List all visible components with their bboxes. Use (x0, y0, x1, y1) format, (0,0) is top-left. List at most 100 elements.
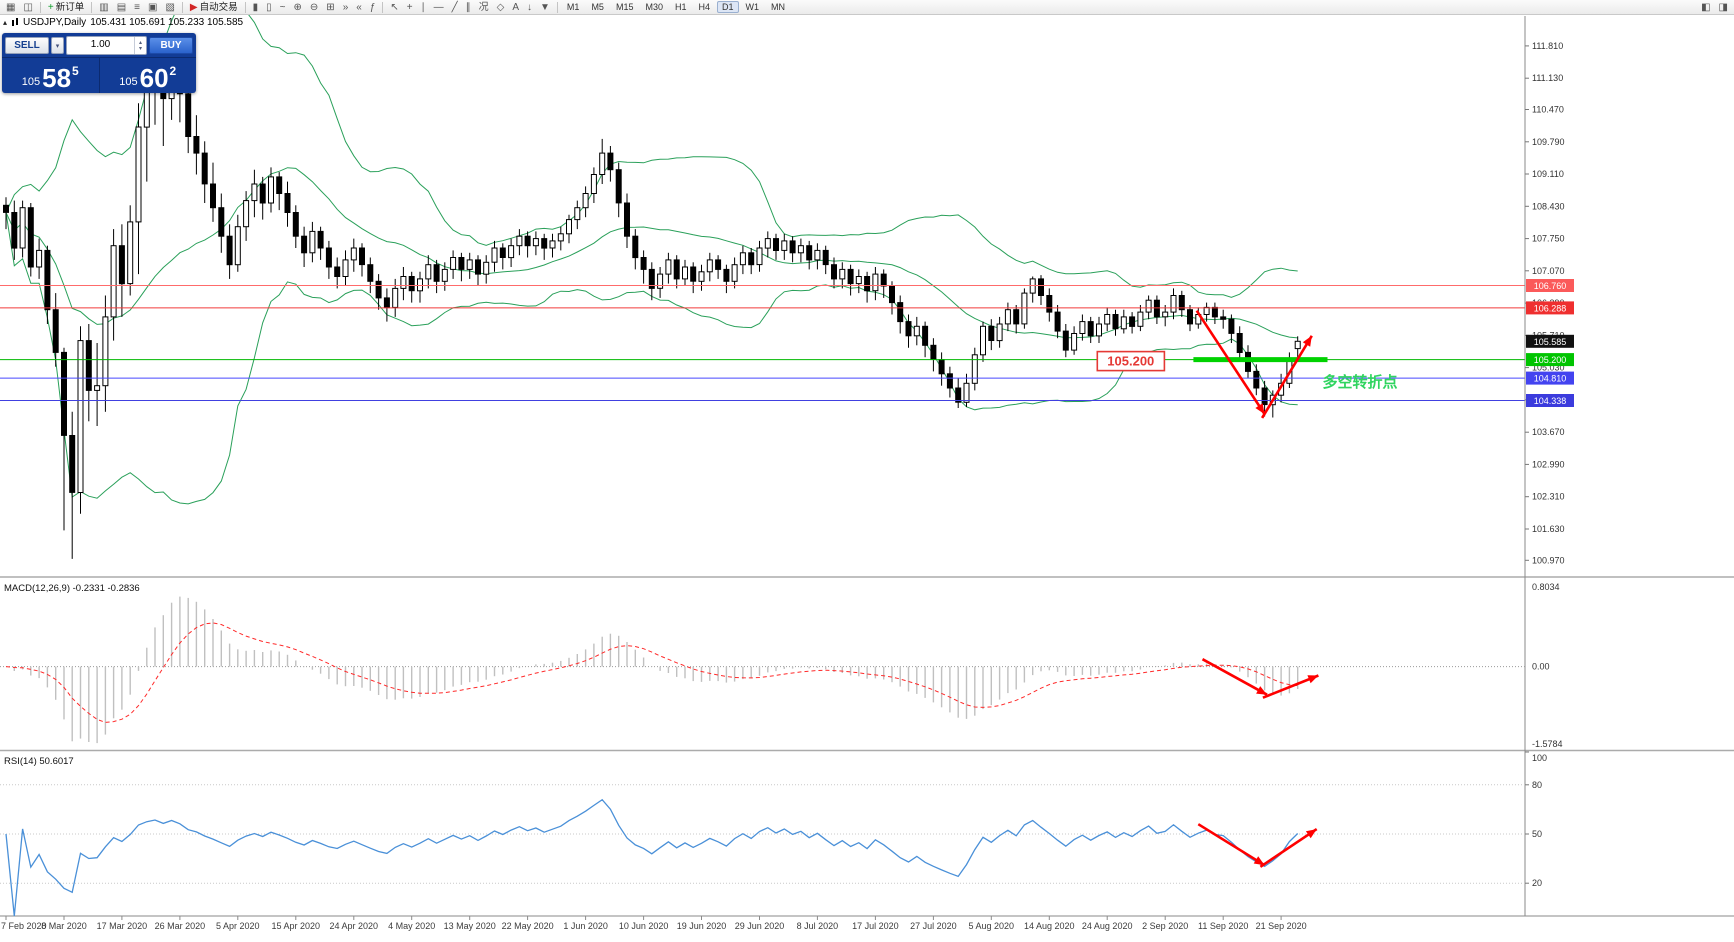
svg-text:105.585: 105.585 (1534, 337, 1567, 347)
buy-button[interactable]: BUY (149, 37, 193, 54)
chart-shift-icon[interactable]: « (356, 1, 362, 13)
tools-dropdown-icon[interactable]: ▼ (540, 1, 550, 13)
timeframe-h4-button[interactable]: H4 (698, 2, 711, 12)
arrow-tool-icon[interactable]: ↓ (527, 1, 533, 13)
volume-field[interactable]: 1.00 ▴ ▾ (66, 36, 147, 55)
indicators-icon[interactable]: ƒ (369, 1, 376, 13)
svg-text:102.310: 102.310 (1532, 492, 1565, 502)
timeframe-h1-button[interactable]: H1 (674, 2, 687, 12)
dock-right-icon[interactable]: ◨ (1718, 1, 1728, 13)
candlesticks (3, 51, 1301, 559)
svg-text:110.470: 110.470 (1532, 105, 1564, 115)
svg-text:1 Jun 2020: 1 Jun 2020 (563, 921, 608, 931)
svg-text:7 Feb 2020: 7 Feb 2020 (1, 921, 47, 931)
bid-price[interactable]: 105 58 5 (2, 58, 100, 93)
chart-header: ▴ USDJPY,Daily 105.431 105.691 105.233 1… (3, 17, 243, 28)
market-watch-icon[interactable]: ▥ (99, 1, 109, 13)
new-order-button[interactable]: + 新订单 (47, 1, 85, 13)
text-icon[interactable]: A (512, 1, 520, 13)
one-click-quotes: 105 58 5 105 60 2 (2, 57, 196, 93)
new-chart-icon[interactable]: ▦ (6, 1, 16, 13)
trend-arrow[interactable] (1201, 658, 1268, 696)
trend-arrow[interactable] (1259, 828, 1318, 868)
sell-button[interactable]: SELL (5, 37, 49, 54)
crosshair-icon[interactable]: + (406, 1, 413, 13)
data-window-icon[interactable]: ▤ (116, 1, 127, 13)
price-annotation-text: 105.200 (1107, 354, 1154, 369)
trendline-icon[interactable]: ╱ (451, 1, 458, 13)
svg-text:102.990: 102.990 (1532, 459, 1565, 469)
timeframe-m30-button[interactable]: M30 (645, 2, 663, 12)
vertical-line-icon[interactable]: ∣ (420, 1, 426, 13)
volume-value[interactable]: 1.00 (90, 39, 111, 50)
dock-left-icon[interactable]: ◧ (1701, 1, 1711, 13)
line-chart-icon[interactable]: ~ (279, 1, 286, 13)
timeframe-m15-button[interactable]: M15 (615, 2, 634, 12)
horizontal-lines[interactable] (0, 285, 1525, 401)
timeframe-d1-button[interactable]: D1 (717, 1, 739, 13)
svg-text:105.030: 105.030 (1532, 363, 1565, 373)
svg-text:29 Jun 2020: 29 Jun 2020 (735, 921, 785, 931)
trend-arrow[interactable] (1195, 309, 1266, 415)
svg-text:11 Sep 2020: 11 Sep 2020 (1198, 921, 1248, 931)
order-type-dropdown[interactable]: ▾ (51, 37, 64, 54)
price-annotation-box[interactable] (1096, 350, 1166, 372)
trend-arrow[interactable] (1260, 335, 1313, 419)
timeframe-m5-button[interactable]: M5 (591, 2, 604, 12)
svg-text:5 Apr 2020: 5 Apr 2020 (216, 921, 260, 931)
tile-windows-icon[interactable]: ⊞ (326, 1, 335, 13)
svg-text:50: 50 (1532, 829, 1542, 839)
chart-ohlc-values: 105.431 105.691 105.233 105.585 (90, 17, 244, 28)
svg-text:22 May 2020: 22 May 2020 (502, 921, 554, 931)
main-toolbar: ▦ ◫ + 新订单 ▥ ▤ ≡ ▣ ▧ ▶ 自动交易 ▮ ▯ ~ ⊕ ⊖ ⊞ » « ƒ ↖ + ∣ ― ╱ ∥ 况 ◇ A ↓ ▼ M1 M5… (0, 0, 1734, 15)
zoom-out-icon[interactable]: ⊖ (309, 1, 319, 13)
svg-text:103.670: 103.670 (1532, 427, 1565, 437)
timeframe-mn-button[interactable]: MN (771, 2, 786, 12)
zoom-in-icon[interactable]: ⊕ (293, 1, 302, 13)
svg-text:24 Apr 2020: 24 Apr 2020 (330, 921, 379, 931)
svg-text:2 Sep 2020: 2 Sep 2020 (1142, 921, 1188, 931)
ask-price[interactable]: 105 60 2 (100, 58, 197, 93)
navigator-icon[interactable]: ≡ (134, 1, 141, 13)
volume-spinner[interactable]: ▴ ▾ (134, 37, 146, 54)
chart-annotations[interactable]: 105.200 多空转折点 (1096, 309, 1398, 868)
autotrading-button[interactable]: ▶ 自动交易 (189, 1, 238, 13)
svg-text:17 Jul 2020: 17 Jul 2020 (852, 921, 899, 931)
candlestick-chart-icon[interactable]: ▯ (266, 1, 272, 13)
svg-text:8 Jul 2020: 8 Jul 2020 (797, 921, 839, 931)
svg-text:0.00: 0.00 (1532, 662, 1550, 672)
timeframe-w1-button[interactable]: W1 (745, 2, 760, 12)
timeframe-m1-button[interactable]: M1 (566, 2, 580, 12)
svg-text:19 Jun 2020: 19 Jun 2020 (677, 921, 727, 931)
bar-chart-icon[interactable]: ▮ (252, 1, 259, 13)
channel-icon[interactable]: ∥ (465, 1, 471, 13)
svg-text:24 Aug 2020: 24 Aug 2020 (1082, 921, 1133, 931)
bid-point: 5 (72, 64, 79, 78)
spinner-up-icon[interactable]: ▴ (138, 39, 142, 46)
one-click-collapse-toggle[interactable]: ▴ (3, 18, 8, 27)
autotrading-button-label: 自动交易 (199, 1, 238, 13)
toolbar-separator (244, 1, 246, 13)
auto-scroll-icon[interactable]: » (342, 1, 349, 13)
trend-arrow[interactable] (1262, 674, 1319, 699)
strategy-tester-icon[interactable]: ▧ (165, 1, 175, 13)
svg-text:105.200: 105.200 (1534, 355, 1567, 365)
svg-text:104.810: 104.810 (1534, 374, 1567, 384)
bid-pips: 58 (42, 63, 72, 93)
svg-text:80: 80 (1532, 780, 1542, 790)
trend-arrow[interactable] (1197, 823, 1266, 867)
terminal-icon[interactable]: ▣ (148, 1, 158, 13)
turning-point-text[interactable]: 多空转折点 (1323, 373, 1398, 391)
toolbar-separator (556, 1, 558, 13)
fibonacci-icon[interactable]: 况 (478, 1, 489, 13)
cursor-icon[interactable]: ↖ (390, 1, 399, 13)
horizontal-line-icon[interactable]: ― (433, 1, 444, 13)
macd-axis-labels: 0.8034 0.00 -1.5784 (1532, 582, 1563, 749)
profiles-icon[interactable]: ◫ (23, 1, 33, 13)
toolbar-right-group: ◧ ◨ (1697, 1, 1732, 14)
svg-text:109.790: 109.790 (1532, 137, 1565, 147)
svg-text:17 Mar 2020: 17 Mar 2020 (97, 921, 148, 931)
spinner-down-icon[interactable]: ▾ (138, 45, 142, 52)
shapes-icon[interactable]: ◇ (496, 1, 505, 13)
